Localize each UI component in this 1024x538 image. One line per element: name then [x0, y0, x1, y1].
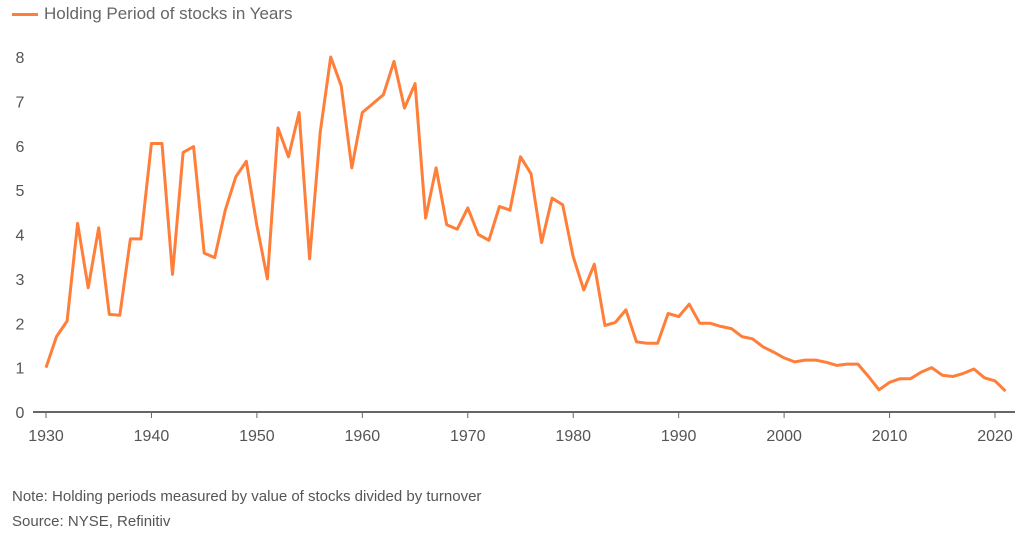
series-line: [44, 55, 1007, 393]
legend-swatch: [12, 12, 38, 16]
x-tick-label: 2000: [766, 428, 802, 445]
y-tick-label: 6: [16, 139, 25, 156]
y-tick-label: 7: [16, 94, 25, 111]
x-tick-label: 1950: [239, 428, 275, 445]
x-tick-label: 2010: [872, 428, 908, 445]
x-tick-label: 1930: [28, 428, 64, 445]
x-tick-label: 1980: [555, 428, 591, 445]
chart-source: Source: NYSE, Refinitiv: [12, 513, 171, 530]
y-tick-label: 1: [16, 361, 25, 378]
x-tick-label: 1960: [345, 428, 381, 445]
x-tick-label: 1990: [661, 428, 697, 445]
y-tick-label: 5: [16, 183, 25, 200]
legend: Holding Period of stocks in Years: [12, 4, 293, 24]
y-tick-label: 3: [16, 272, 25, 289]
chart-note: Note: Holding periods measured by value …: [12, 488, 482, 505]
y-tick-label: 0: [16, 405, 25, 422]
y-tick-label: 8: [16, 50, 25, 67]
x-tick-label: 1970: [450, 428, 486, 445]
y-tick-label: 4: [16, 228, 25, 245]
x-tick-label: 1940: [134, 428, 170, 445]
y-tick-label: 2: [16, 316, 25, 333]
legend-label: Holding Period of stocks in Years: [44, 4, 293, 23]
x-tick-label: 2020: [977, 428, 1013, 445]
